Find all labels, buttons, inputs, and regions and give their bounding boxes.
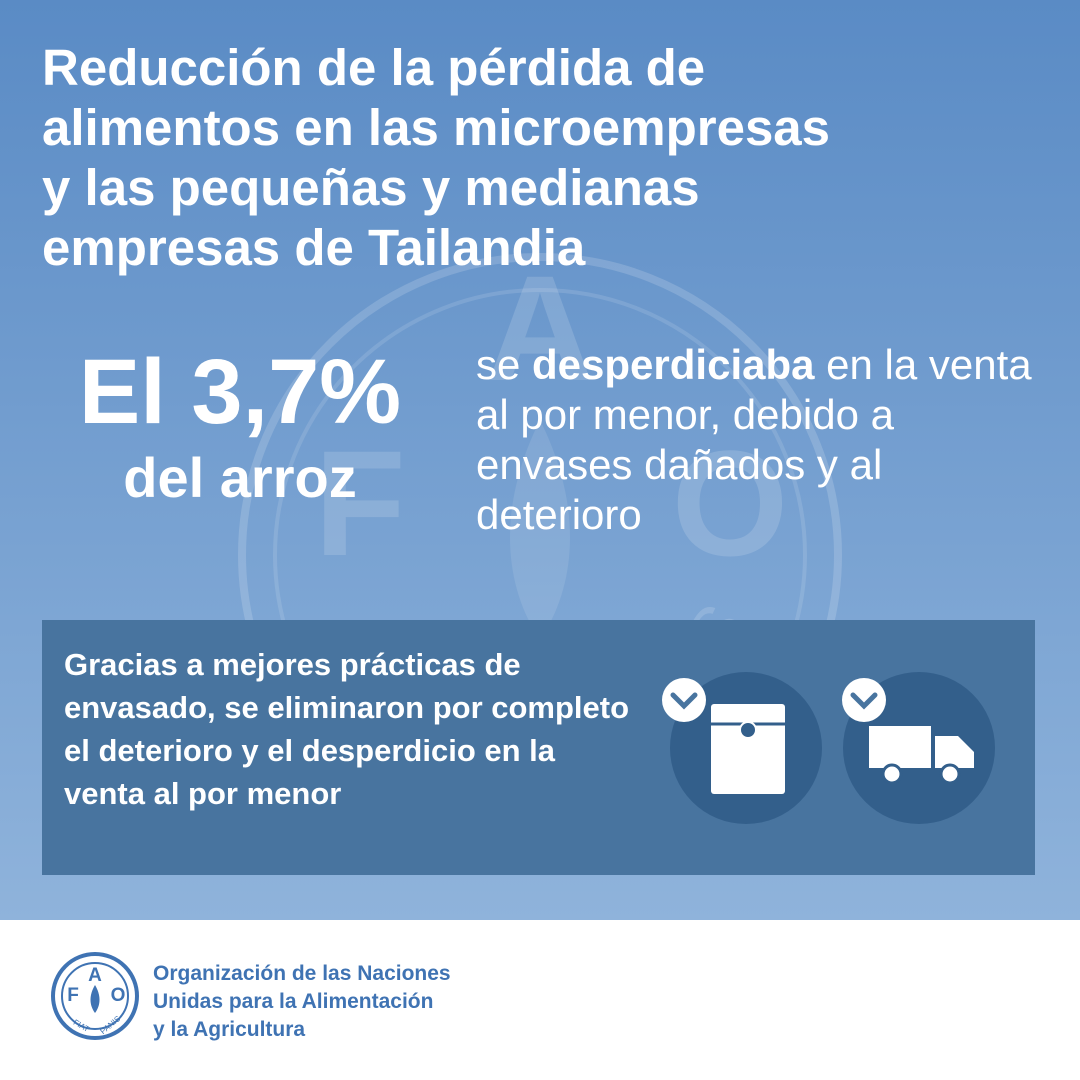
title-line: alimentos en las microempresas <box>42 99 831 156</box>
footer <box>0 920 1080 1080</box>
title-line: empresas de Tailandia <box>42 219 586 276</box>
watermark-letter: F <box>314 419 406 587</box>
stat-subject: del arroz <box>123 446 357 509</box>
description: se desperdiciaba en la venta al por meno… <box>476 340 1056 540</box>
description-text: se <box>476 341 521 388</box>
check-badge <box>842 678 886 722</box>
chevron <box>850 692 878 710</box>
watermark-letter: O <box>672 419 789 587</box>
package-icon <box>711 704 785 794</box>
truck-wheel <box>881 763 903 785</box>
description-bold: desperdiciaba <box>532 341 815 388</box>
title: Reducción de la pérdida de alimentos en … <box>42 38 830 278</box>
result-text: Gracias a mejores prácticas de envasado,… <box>64 647 630 811</box>
stat-figure: El 3,7% <box>78 341 402 443</box>
organization-name: Organización de las Naciones Unidas para… <box>153 960 451 1044</box>
package-dot <box>739 721 757 739</box>
truck-cab <box>935 736 974 768</box>
watermark-letter: A <box>486 244 594 412</box>
organization-line: Organización de las Naciones <box>153 962 451 985</box>
chevron <box>670 692 698 710</box>
truck-wheel <box>939 763 961 785</box>
title-line: Reducción de la pérdida de <box>42 39 706 96</box>
truck-body <box>869 726 931 768</box>
check-badge <box>662 678 706 722</box>
watermark-grain <box>510 420 570 640</box>
organization-line: Unidas para la Alimentación <box>153 990 434 1013</box>
icons <box>662 672 995 824</box>
description-text: en la venta al por menor, debido a envas… <box>476 341 1032 538</box>
title-line: y las pequeñas y medianas <box>42 159 700 216</box>
organization-line: y la Agricultura <box>153 1018 306 1041</box>
